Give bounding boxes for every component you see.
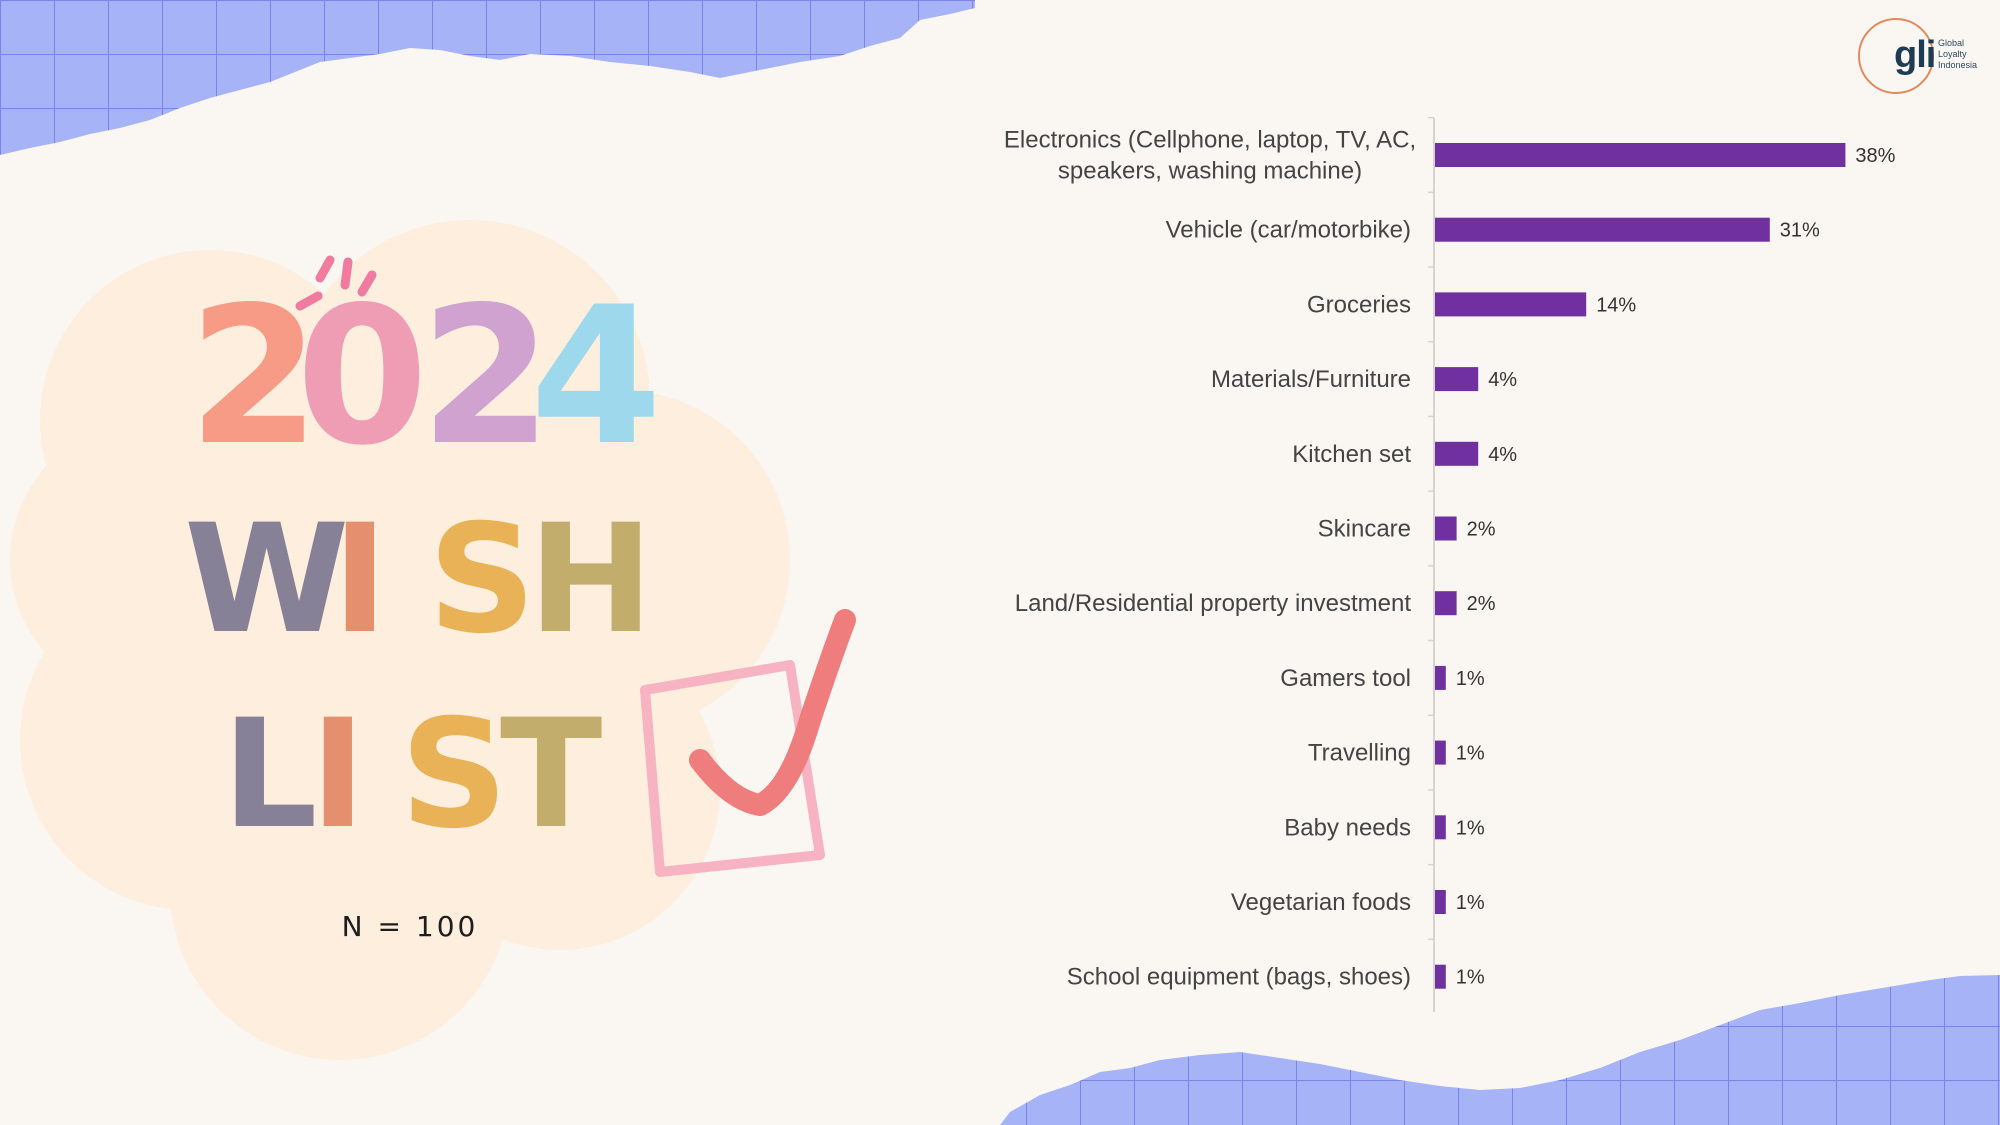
- bar: [1435, 292, 1587, 317]
- list-letter-3: S: [400, 688, 509, 862]
- category-label: Groceries: [1307, 291, 1411, 318]
- company-logo: gli Global Loyalty Indonesia: [1858, 18, 1988, 98]
- category-label: Gamers tool: [1280, 665, 1411, 692]
- bar: [1435, 964, 1446, 989]
- bar-value-label: 31%: [1780, 220, 1820, 242]
- logo-text-line: Global: [1938, 38, 1965, 48]
- bar: [1435, 665, 1446, 690]
- sample-size-label: N = 100: [341, 910, 479, 943]
- logo-text-line: Loyalty: [1938, 49, 1967, 59]
- bar: [1435, 815, 1446, 840]
- bar: [1435, 890, 1446, 914]
- bar-value-label: 1%: [1456, 743, 1485, 765]
- logo-mark: gli: [1894, 34, 1936, 76]
- bar: [1435, 516, 1457, 541]
- cloud-blob: [10, 220, 790, 1060]
- bar-value-label: 4%: [1488, 369, 1517, 391]
- year-digit-4: 4: [530, 266, 663, 487]
- logo-text-line: Indonesia: [1938, 60, 1978, 70]
- wish-letter-2: I: [332, 493, 388, 667]
- category-label: Skincare: [1318, 516, 1411, 543]
- year-digit-1: 2: [188, 266, 321, 487]
- sparkle-icon: [295, 255, 377, 311]
- bar-value-label: 2%: [1467, 593, 1496, 615]
- bar-value-label: 38%: [1855, 145, 1895, 167]
- category-label: Baby needs: [1284, 814, 1411, 841]
- bar: [1435, 740, 1446, 765]
- checkbox-icon: [640, 660, 825, 877]
- checkmark-icon: [689, 609, 856, 816]
- bar: [1435, 591, 1457, 616]
- category-label: Land/Residential property investment: [1015, 590, 1412, 617]
- list-letter-2: I: [310, 688, 366, 862]
- category-label: Vehicle (car/motorbike): [1166, 217, 1411, 244]
- year-digit-2: 0: [296, 266, 429, 487]
- category-label: Kitchen set: [1292, 441, 1411, 468]
- logo-circle: [1858, 18, 1934, 94]
- bar-value-label: 1%: [1456, 668, 1485, 690]
- category-label: Electronics (Cellphone, laptop, TV, AC,: [1004, 127, 1416, 154]
- category-label: School equipment (bags, shoes): [1067, 964, 1411, 991]
- bar: [1435, 367, 1479, 392]
- bar-value-label: 14%: [1596, 294, 1636, 316]
- wish-letter-4: H: [528, 493, 654, 667]
- wish-letter-3: S: [428, 493, 537, 667]
- category-label: speakers, washing machine): [1058, 158, 1362, 185]
- bar: [1435, 441, 1479, 466]
- bar-value-label: 1%: [1456, 967, 1485, 989]
- category-label: Travelling: [1308, 740, 1411, 767]
- bar-value-label: 2%: [1467, 519, 1496, 541]
- bar-value-label: 1%: [1456, 817, 1485, 839]
- bar-value-label: 1%: [1456, 892, 1485, 914]
- wish-letter-1: W: [184, 493, 350, 667]
- bar-value-label: 4%: [1488, 444, 1517, 466]
- list-letter-4: T: [500, 688, 603, 862]
- logo-text: Global Loyalty Indonesia: [1938, 38, 1994, 71]
- bar: [1435, 217, 1770, 242]
- list-letter-1: L: [222, 688, 318, 862]
- bottom-grid-band: [1000, 975, 2000, 1125]
- top-grid-band: [0, 0, 975, 155]
- category-label: Vegetarian foods: [1231, 889, 1411, 916]
- year-digit-3: 2: [420, 266, 553, 487]
- bar: [1435, 143, 1846, 167]
- category-label: Materials/Furniture: [1211, 366, 1411, 393]
